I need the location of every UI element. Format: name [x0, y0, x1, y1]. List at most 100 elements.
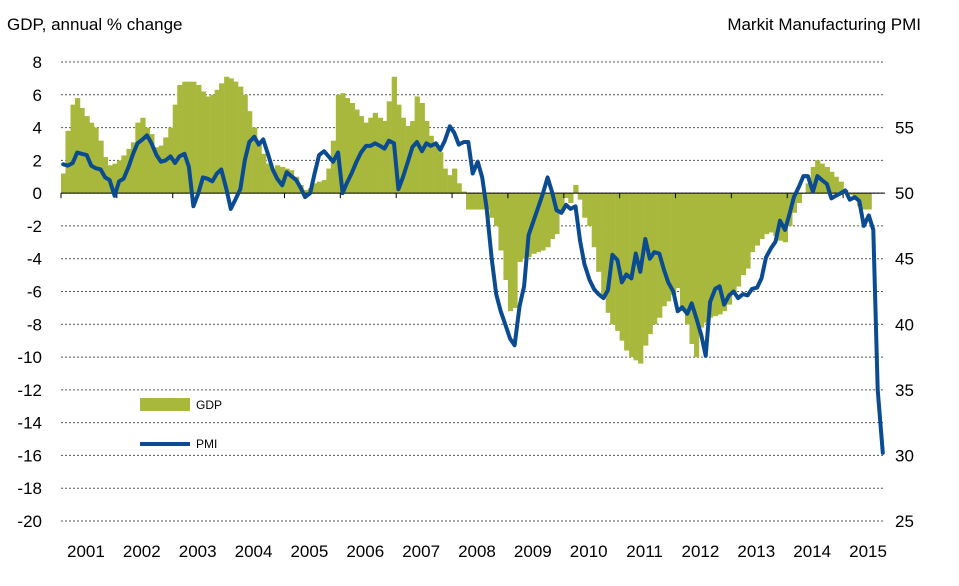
gdp-bar [302, 189, 309, 194]
gdp-bar [731, 193, 737, 295]
gdp-bar [721, 193, 728, 312]
gdp-bar [466, 193, 472, 210]
right-tick-label: 35 [895, 381, 914, 400]
x-tick-label: 2012 [682, 542, 720, 561]
gdp-bar [260, 153, 267, 194]
gdp-bar [666, 193, 672, 302]
gdp-bar [79, 107, 85, 194]
gdp-bar [638, 193, 644, 364]
gdp-bar [284, 168, 290, 194]
gdp-bar [447, 175, 453, 194]
gdp-bar [219, 83, 225, 194]
gdp-bar [773, 193, 779, 236]
gdp-bar [224, 76, 230, 194]
gdp-bar [256, 140, 262, 194]
gdp-bar [768, 193, 775, 233]
gdp-bar [643, 193, 649, 346]
gdp-bar [601, 193, 607, 297]
gdp-bar [93, 127, 99, 194]
gdp-bar [777, 193, 783, 241]
gdp-bar [498, 193, 504, 251]
gdp-bar [763, 193, 770, 235]
x-tick-label: 2002 [123, 542, 161, 561]
gdp-bar [693, 193, 700, 358]
gdp-bar [782, 193, 789, 243]
gdp-bar [479, 193, 486, 210]
right-tick-label: 45 [895, 250, 914, 269]
gdp-bar [745, 193, 751, 269]
gdp-bar [461, 191, 467, 194]
gdp-bar [349, 102, 356, 194]
gdp-bar [568, 193, 574, 203]
gdp-bar [340, 93, 346, 194]
gdp-bar [545, 193, 551, 248]
gdp-bar [740, 193, 747, 276]
gdp-bar [577, 193, 583, 200]
legend-pmi-label: PMI [196, 437, 217, 451]
gdp-bar [829, 171, 835, 194]
gdp-bar [88, 122, 95, 194]
legend-gdp-swatch [140, 398, 190, 411]
left-tick-label: -16 [17, 446, 42, 465]
gdp-bar [130, 142, 137, 194]
gdp-bar [605, 193, 611, 313]
gdp-bar [619, 193, 625, 341]
gdp-bar [587, 193, 593, 226]
gdp-bar [633, 193, 639, 361]
gdp-bar [354, 109, 360, 194]
x-tick-label: 2015 [849, 542, 887, 561]
gdp-bar [135, 122, 141, 194]
left-axis-title: GDP, annual % change [7, 15, 182, 34]
gdp-bar [428, 135, 434, 194]
gdp-bar [196, 84, 202, 194]
x-tick-label: 2010 [570, 542, 608, 561]
gdp-bar [74, 98, 81, 194]
gdp-bar [116, 160, 123, 194]
gdp-bar [866, 193, 872, 210]
gdp-bar [410, 121, 416, 194]
gdp-bar [526, 193, 532, 258]
gdp-bar [679, 193, 686, 312]
left-tick-label: 6 [33, 86, 42, 105]
gdp-bar [796, 193, 802, 203]
gdp-bar [810, 166, 816, 194]
gdp-bar [70, 104, 76, 194]
left-tick-label: 8 [33, 53, 42, 72]
left-axis-ticks: 8 6 4 2 0 -2 -4 -6 -8 -10 -12 -14 -16 -18 -20 [17, 53, 42, 531]
gdp-bar [838, 181, 844, 194]
gdp-bar [535, 193, 542, 253]
left-tick-label: 0 [33, 184, 42, 203]
gdp-bar [400, 117, 406, 194]
gdp-bar [335, 94, 342, 194]
gdp-bar [191, 81, 197, 194]
gdp-bar [149, 134, 155, 194]
gdp-bar [144, 127, 151, 194]
gdp-bar [233, 81, 239, 194]
gdp-bar [726, 193, 733, 305]
gdp-bar [652, 193, 658, 325]
gdp-bar [424, 121, 430, 194]
gdp-bar [163, 137, 169, 194]
right-axis-ticks: 55 50 45 40 35 30 25 [895, 119, 914, 531]
right-axis-title: Markit Manufacturing PMI [727, 15, 921, 34]
gdp-bar [312, 183, 318, 194]
gdp-bar [549, 193, 556, 240]
x-tick-label: 2011 [626, 542, 663, 561]
gdp-bar [214, 89, 220, 194]
gdp-bar [824, 166, 830, 194]
gdp-bar [521, 193, 528, 259]
gdp-bar [177, 84, 183, 194]
gdp-bar [563, 193, 570, 199]
left-tick-label: -10 [17, 348, 42, 367]
gdp-bar [685, 193, 691, 325]
gdp-bar [344, 98, 351, 194]
gdp-bar [266, 163, 272, 194]
gdp-bar [61, 173, 67, 194]
gdp-bar [293, 176, 300, 194]
gdp-bar [591, 193, 597, 248]
right-tick-label: 30 [895, 446, 914, 465]
gdp-bar [391, 76, 397, 194]
legend: GDP PMI [140, 398, 222, 451]
gdp-bar [210, 94, 216, 194]
gdp-bar [661, 193, 667, 307]
